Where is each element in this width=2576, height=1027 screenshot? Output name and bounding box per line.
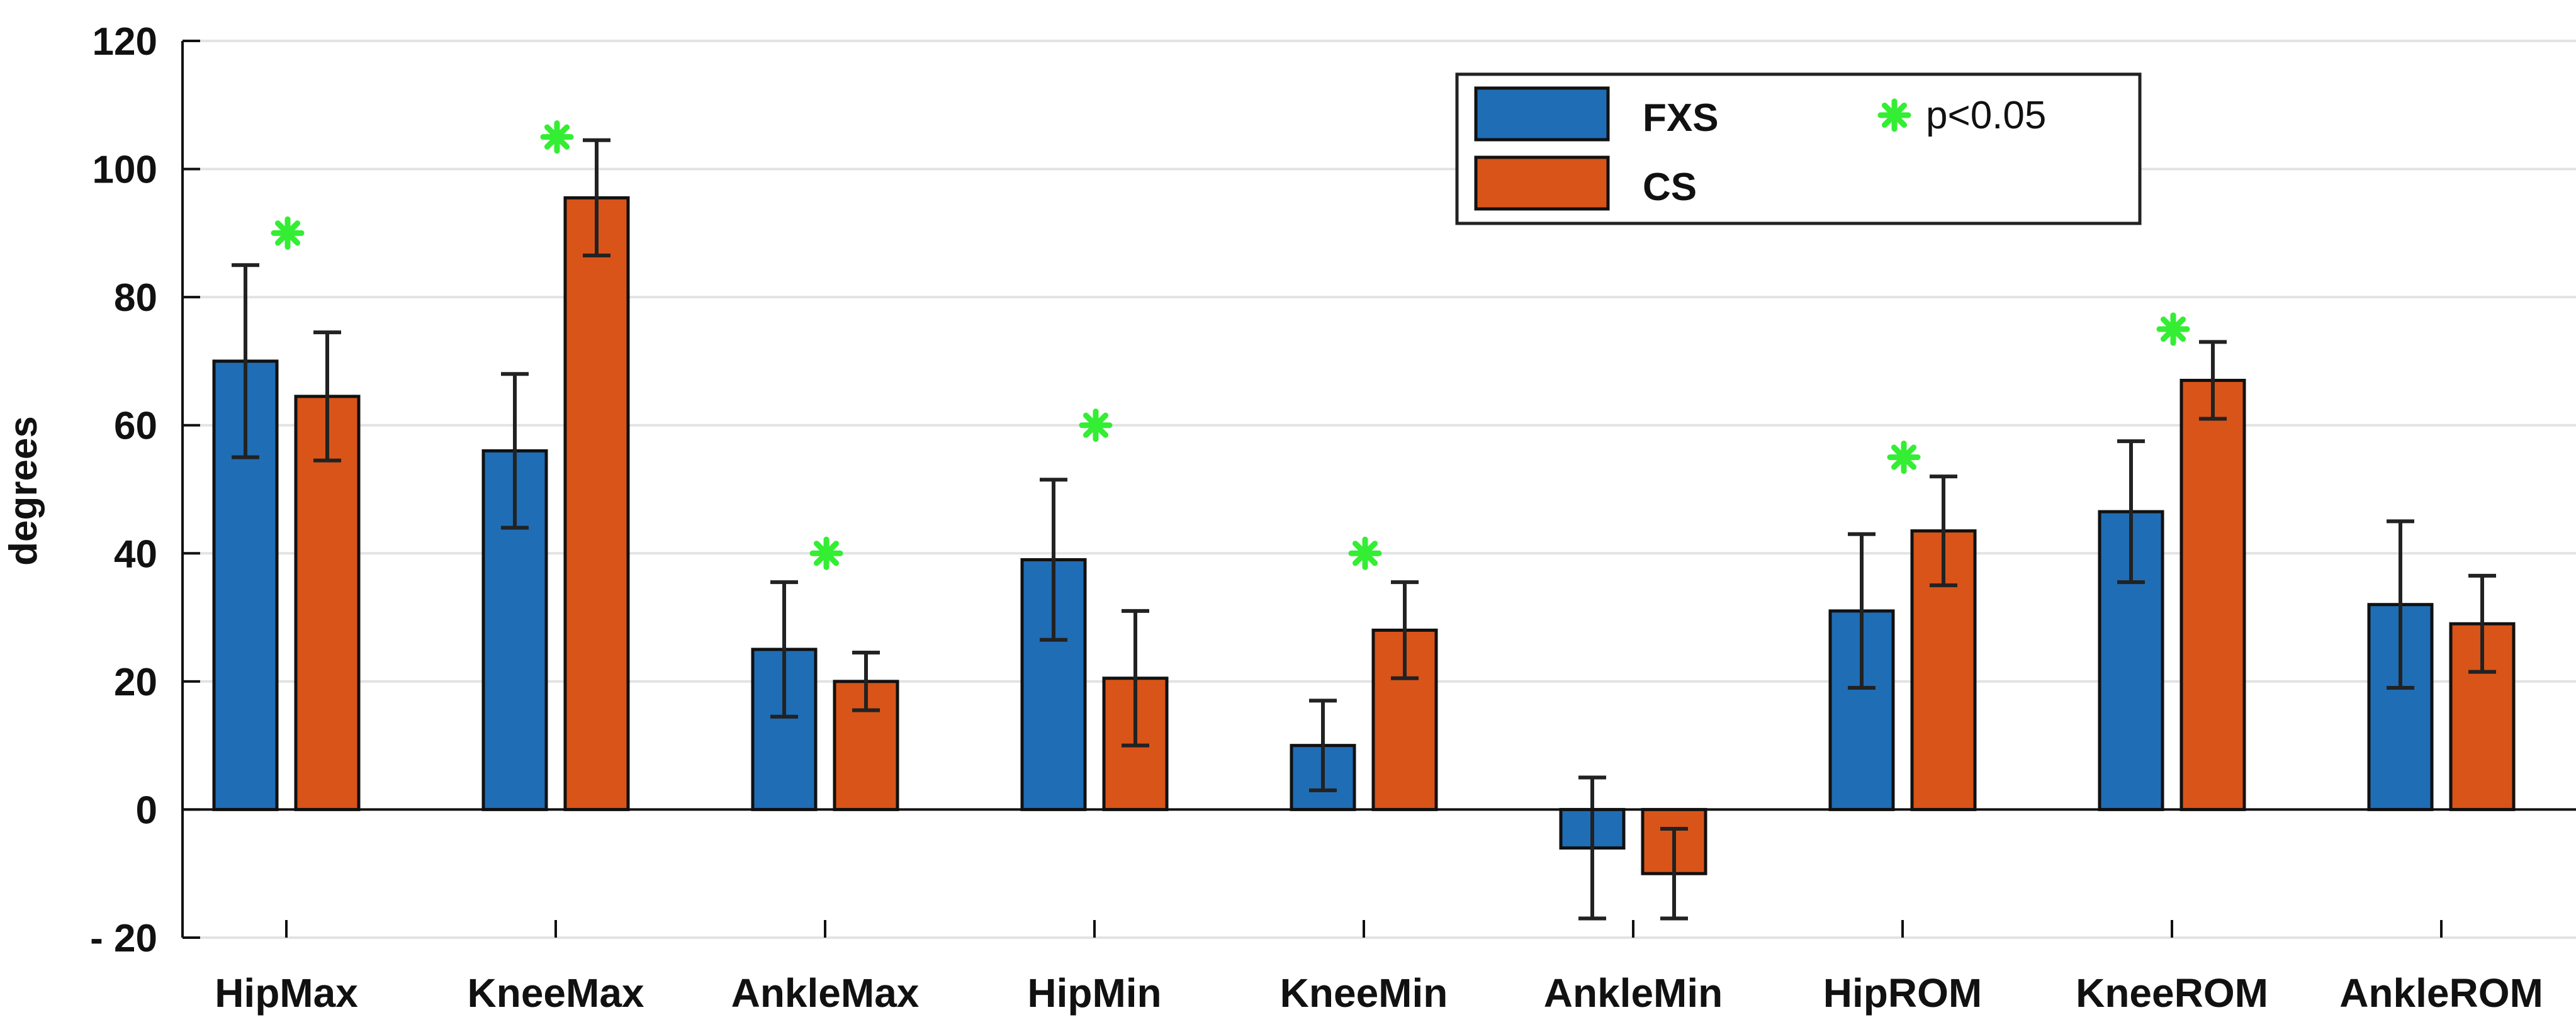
bar-cs-hipmax (294, 395, 361, 811)
significance-star (2156, 312, 2190, 346)
star-stroke (544, 124, 570, 150)
y-tick-label: 60 (114, 405, 157, 448)
significance-star (540, 120, 574, 154)
significance-markers (271, 120, 2190, 570)
x-tick-label: HipMax (215, 970, 358, 1016)
star-stroke (2160, 316, 2186, 342)
star-stroke (1352, 541, 1378, 566)
legend: FXS CS p<0.05 (1455, 72, 2142, 225)
bar-fxs-kneerom (2098, 510, 2164, 811)
y-tick-label: 40 (114, 532, 157, 576)
x-tick-label: KneeROM (2076, 970, 2268, 1016)
x-tick-label: AnkleMin (1544, 970, 1723, 1016)
axes (181, 40, 2576, 939)
x-tick-label: KneeMax (468, 970, 644, 1016)
y-tick-label: 120 (93, 20, 157, 64)
legend-swatch-cs (1474, 155, 1610, 211)
legend-swatch-fxs (1474, 86, 1610, 142)
y-tick-label: 20 (114, 661, 157, 704)
significance-star (809, 536, 843, 570)
x-tick-label: HipROM (1823, 970, 1982, 1016)
bars (212, 196, 2516, 875)
significance-star (1348, 536, 1382, 570)
star-stroke (274, 220, 301, 246)
star-stroke (1891, 444, 1917, 470)
y-tick-label: 0 (136, 788, 157, 832)
bar-cs-kneerom (2179, 378, 2246, 811)
legend-label-significance: p<0.05 (1926, 94, 2046, 137)
y-tick-label: 80 (114, 276, 157, 320)
x-tick-label: AnkleROM (2339, 970, 2543, 1016)
bar-fxs-hiprom (1828, 609, 1895, 811)
star-stroke (1083, 412, 1109, 438)
y-tick-label: - 20 (90, 917, 157, 960)
star-stroke (1881, 102, 1908, 128)
tick-labels: - 20 0 20 40 60 80 100 120 HipMax KneeMax AnkleMax… (90, 20, 2543, 1016)
significance-star (271, 216, 305, 250)
legend-star-mark (1877, 98, 1911, 132)
error-bars (232, 138, 2496, 921)
x-tick-label: KneeMin (1280, 970, 1448, 1016)
star-stroke (813, 541, 840, 566)
legend-label-fxs: FXS (1643, 96, 1719, 140)
significance-star (1887, 441, 1921, 474)
x-tick-label: AnkleMax (731, 970, 920, 1016)
significance-star (1079, 408, 1113, 442)
x-tick-label: HipMin (1027, 970, 1161, 1016)
legend-significance-star (1877, 98, 1911, 132)
bar-cs-kneemax (563, 196, 630, 811)
y-axis-label: degrees (2, 416, 45, 566)
y-tick-label: 100 (93, 149, 157, 192)
legend-label-cs: CS (1643, 166, 1697, 209)
